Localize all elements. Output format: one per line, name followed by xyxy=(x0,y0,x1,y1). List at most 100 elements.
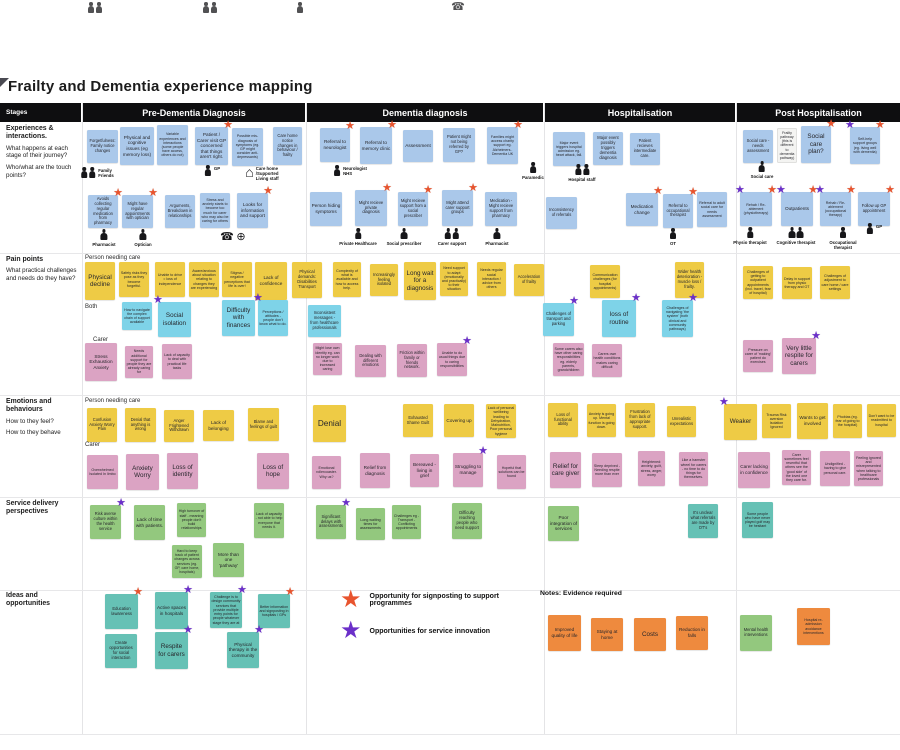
sticky-note[interactable]: Patient might not being referred by GP? xyxy=(443,128,475,162)
sticky-note[interactable]: Weaker ★ xyxy=(719,397,757,440)
sticky-note[interactable]: Aware/anxious about situation relating t… xyxy=(189,262,219,297)
sticky-note[interactable]: Lack of belonging xyxy=(203,410,234,441)
sticky-note[interactable]: Unable to drive = loss of independence xyxy=(155,262,185,297)
sticky-note[interactable]: Lack of time with patients. xyxy=(134,505,165,540)
sticky-note[interactable]: Staying at home xyxy=(591,618,623,651)
sticky-note[interactable]: Referral to neurologist ★ xyxy=(320,121,355,162)
sticky-note[interactable]: Challenges of getting to outpatient appo… xyxy=(743,266,773,299)
sticky-note[interactable]: Challenge is to design community service… xyxy=(210,585,247,628)
sticky-note[interactable]: Lack of capacity - not able to help ever… xyxy=(254,503,284,538)
sticky-note[interactable]: Hospital re-admission avoidance interven… xyxy=(797,608,830,645)
sticky-note[interactable]: Active spaces in hospitals ★ xyxy=(155,585,193,629)
sticky-note[interactable]: Increasingly feeling isolated xyxy=(370,264,398,296)
sticky-note[interactable]: Inconsistent messages - from healthcare … xyxy=(308,305,341,337)
sticky-note[interactable]: Patient / Carer visit GP concerned that … xyxy=(195,120,233,165)
sticky-note[interactable]: Don't want to be readmitted to hospital xyxy=(867,404,896,437)
sticky-note[interactable]: Long waiting times for assessments xyxy=(356,508,385,540)
sticky-note[interactable]: Referral to occupational therapist ★ xyxy=(663,187,698,228)
sticky-note[interactable]: Long wait for a diagnosis xyxy=(404,262,436,300)
sticky-note[interactable]: It's unclear what referrals are made by … xyxy=(688,504,718,538)
sticky-note[interactable]: High turnover of staff - meaning people … xyxy=(177,503,206,537)
sticky-note[interactable]: Loss of functional ability xyxy=(548,403,578,437)
sticky-note[interactable]: Unrealistic expectations xyxy=(667,406,696,437)
sticky-note[interactable]: Very little respite for carers ★ xyxy=(782,331,821,374)
sticky-note[interactable]: Anxiety Worry xyxy=(126,454,159,490)
sticky-note[interactable]: Struggling to manage ★ xyxy=(453,446,488,487)
sticky-note[interactable]: Stress Exhaustion Anxiety xyxy=(85,343,117,381)
sticky-note[interactable]: Overwhelmed Isolated In limbo xyxy=(87,455,118,489)
sticky-note[interactable]: Referral to memory clinic ★ xyxy=(360,120,397,164)
sticky-note[interactable]: Might lose own identity eg. can no longe… xyxy=(313,343,342,375)
sticky-note[interactable]: Frailty pathway (this is different to de… xyxy=(777,128,797,163)
sticky-note[interactable]: Social care plan? ★ xyxy=(801,119,836,163)
sticky-note[interactable]: Physical and cognitive issues (eg memory… xyxy=(120,127,154,165)
sticky-note[interactable]: Wants to get involved xyxy=(797,403,828,439)
sticky-note[interactable]: More than one 'pathway' xyxy=(213,543,244,577)
sticky-note[interactable]: Forgetfulness: Family notice changes xyxy=(87,130,118,163)
sticky-note[interactable]: Stress and anxiety starts to become too … xyxy=(200,193,230,228)
sticky-note[interactable]: Physical therapy in the community ★ xyxy=(227,625,264,668)
sticky-note[interactable]: Emotional rollercoaster. Why us? xyxy=(312,456,341,489)
sticky-note[interactable]: Lack of confidence xyxy=(255,262,287,300)
sticky-note[interactable]: Carer lacking in confidence xyxy=(738,452,770,488)
sticky-note[interactable]: Friction within family or friends networ… xyxy=(397,344,427,377)
sticky-note[interactable]: Communication challenges (for hospital a… xyxy=(590,265,620,298)
sticky-note[interactable]: loss of routine ★ xyxy=(602,293,641,337)
sticky-note[interactable]: Arguments, Breakdown in relationships xyxy=(165,195,195,228)
sticky-note[interactable]: Reduction in falls xyxy=(676,616,708,650)
sticky-note[interactable]: Trauma Risk aversion Isolation Ignored xyxy=(762,404,791,438)
sticky-note[interactable]: Needs regular social interaction / advic… xyxy=(477,262,506,296)
sticky-note[interactable]: Rehab / Re-ablement (physiotherapy) ★ ★ xyxy=(735,185,777,226)
sticky-note[interactable]: Might recieve private diagnosis ★ xyxy=(355,183,392,226)
sticky-note[interactable]: Lack of capacity to deal with practical … xyxy=(162,344,192,379)
sticky-note[interactable]: Possible mis-diagnosis of symptoms (eg. … xyxy=(232,128,263,166)
sticky-note[interactable]: Challenges of transport and parking ★ xyxy=(543,296,579,336)
sticky-note[interactable]: Costs xyxy=(634,618,666,651)
sticky-note[interactable]: Variable experiences and interactions (s… xyxy=(157,125,188,165)
sticky-note[interactable]: Needs additional support for people they… xyxy=(125,346,153,378)
sticky-note[interactable]: Better information and signposting in ho… xyxy=(258,587,295,628)
sticky-note[interactable]: Rehab / Re-ablement (occupational therap… xyxy=(815,185,856,226)
sticky-note[interactable]: Feeling ignored and misrepresented when … xyxy=(854,451,883,486)
sticky-note[interactable]: Outpatients ★ ★ xyxy=(776,185,818,226)
sticky-note[interactable]: Anxiety is going up. Mental function is … xyxy=(587,404,616,437)
sticky-note[interactable]: Undignified - having to give personal ca… xyxy=(820,451,850,486)
sticky-note[interactable]: Care home notice changes in behaviour / … xyxy=(273,127,302,165)
sticky-note[interactable]: Respite for carers ★ xyxy=(155,625,193,669)
sticky-note[interactable]: Unable to do usual things due to caring … xyxy=(437,336,472,376)
sticky-note[interactable]: Denial that anything is wrong xyxy=(125,408,156,442)
sticky-note[interactable]: Relief for care giver xyxy=(550,452,581,488)
sticky-note[interactable]: Phobias (eg. fear of going to the hospit… xyxy=(833,404,862,438)
sticky-note[interactable]: Some carers also have other caring respo… xyxy=(553,343,584,376)
sticky-note[interactable]: Dealing with different emotions xyxy=(355,345,386,377)
sticky-note[interactable]: Covering up xyxy=(444,404,474,437)
sticky-note[interactable]: Blame and feelings of guilt xyxy=(248,408,279,441)
sticky-note[interactable]: Education /awareness ★ xyxy=(105,587,143,629)
sticky-note[interactable]: Might have regular appointments with opt… xyxy=(122,188,158,228)
sticky-note[interactable]: Families might access charity support eg… xyxy=(487,120,523,164)
sticky-note[interactable]: Pressure on carer of 'making' patient do… xyxy=(743,340,773,372)
sticky-note[interactable]: Avoids collecting regular medication fro… xyxy=(88,188,123,228)
sticky-note[interactable]: Create opportunities for social interact… xyxy=(105,634,137,668)
sticky-note[interactable]: Bereaved - living in grief xyxy=(410,454,439,487)
sticky-note[interactable]: Need support to adapt (emotionally and p… xyxy=(440,262,468,296)
sticky-note[interactable]: Acceleration of frailty xyxy=(514,264,544,296)
sticky-note[interactable]: Social care - needs assessment xyxy=(743,130,773,163)
sticky-note[interactable]: Sleep deprived - Needing respite more th… xyxy=(592,453,622,487)
sticky-note[interactable]: Difficulty with finances xyxy=(222,300,255,336)
sticky-note[interactable]: Challenges of adjustment to care home / … xyxy=(820,266,850,299)
sticky-note[interactable]: Self-help support groups (eg. living wel… xyxy=(845,120,885,164)
sticky-note[interactable]: Poor integration of services xyxy=(548,506,579,541)
sticky-note[interactable]: Improved quality of life xyxy=(548,615,581,651)
sticky-note[interactable]: Inconsistency of referrals xyxy=(546,197,577,229)
sticky-note[interactable]: Person hiding symptoms xyxy=(310,192,342,226)
sticky-note[interactable]: Assessment xyxy=(403,130,433,162)
sticky-note[interactable]: Denial xyxy=(313,405,346,442)
sticky-note[interactable]: Some people who have never played golf m… xyxy=(742,502,773,538)
sticky-note[interactable]: Delay in support from physio therapy and… xyxy=(782,267,812,299)
sticky-note[interactable]: Stigma / negative perceptions that life … xyxy=(222,262,252,297)
sticky-note[interactable]: Mental health interventions xyxy=(740,615,772,651)
sticky-note[interactable]: Carers own health conditions makes carin… xyxy=(592,344,622,377)
sticky-note[interactable]: Heightened: anxiety, guilt, stress, ange… xyxy=(638,451,665,486)
sticky-note[interactable]: Looks for information and support ★ xyxy=(237,186,273,228)
